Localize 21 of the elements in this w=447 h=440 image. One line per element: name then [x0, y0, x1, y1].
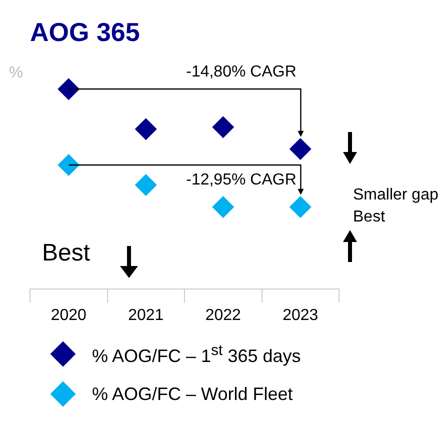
- x-tick-label: 2023: [282, 306, 318, 324]
- annotation: -12,95% CAGR: [186, 171, 296, 188]
- text: -14,80% CAGR: [186, 64, 296, 81]
- annotation: Best: [42, 239, 90, 266]
- point: [289, 196, 312, 218]
- text: Best: [353, 208, 386, 226]
- point: [212, 116, 234, 138]
- x-tick-label: 2021: [128, 306, 164, 324]
- y-axis-title: %: [8, 64, 24, 82]
- legend-label: % AOG/FC – World Fleet: [92, 384, 293, 404]
- legend-label: % AOG/FC – 1$^{st}$ 365 days: [92, 342, 301, 366]
- point: [212, 196, 234, 218]
- x-tick-label: 2020: [50, 306, 87, 324]
- point: [289, 138, 312, 160]
- point: [58, 78, 80, 100]
- point: [134, 118, 157, 140]
- x-tick-label: 2022: [205, 306, 242, 324]
- chart-title: AOG 365: [30, 16, 140, 47]
- point: [134, 174, 157, 196]
- point: [58, 154, 80, 176]
- text: Smaller gap: [353, 186, 438, 204]
